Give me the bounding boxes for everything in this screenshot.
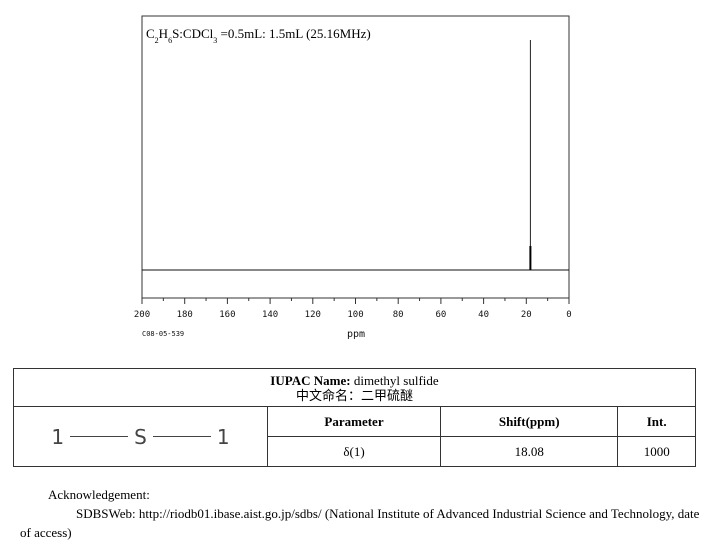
x-tick-label: 200 [134,310,150,320]
compound-info-table: IUPAC Name: dimethyl sulfide 中文命名：二甲硫醚 1… [13,368,696,467]
structure-atom-right: 1 [216,424,230,449]
structure-bond-left [70,436,129,437]
formula-text: H [159,26,168,41]
spectrum-code: C08-05-539 [142,330,184,338]
structure-atom-center: S [134,424,147,449]
formula-subscript: 2 [155,36,159,45]
formula-text: =0.5mL: 1.5mL (25.16MHz) [217,26,370,41]
acknowledgement: Acknowledgement: SDBSWeb: http://riodb01… [20,485,700,542]
iupac-cell: IUPAC Name: dimethyl sulfide 中文命名：二甲硫醚 [13,368,696,407]
formula-text: S:CDCl [172,26,214,41]
iupac-row: IUPAC Name: dimethyl sulfide 中文命名：二甲硫醚 [13,368,696,407]
x-tick-label: 80 [393,310,404,320]
x-tick-label: 20 [521,310,532,320]
x-axis-ticks [141,298,570,304]
sample-info-label: C2H6S:CDCl3 =0.5mL: 1.5mL (25.16MHz) [146,26,371,45]
header-intensity: Int. [617,406,696,437]
x-tick-label: 160 [219,310,235,320]
plot-frame [141,15,570,299]
x-tick-label: 120 [305,310,321,320]
cell-intensity: 1000 [617,436,696,467]
header-parameter: Parameter [266,406,442,437]
chinese-name: 中文命名：二甲硫醚 [295,387,413,403]
cell-parameter: δ(1) [266,436,442,467]
structure-cell: 1 S 1 [13,406,268,467]
formula-subscript: 3 [213,36,217,45]
acknowledgement-title: Acknowledgement: [48,487,150,502]
iupac-label: IUPAC Name: [270,372,351,388]
x-tick-label: 140 [262,310,278,320]
x-tick-label: 180 [177,310,193,320]
formula-text: C [146,26,155,41]
nmr-spectrum-chart: 200 180 160 140 120 100 80 60 40 20 0 C2H6S:CDCl3 … [134,15,572,340]
iupac-value: dimethyl sulfide [353,372,439,388]
cell-shift: 18.08 [440,436,619,467]
x-tick-label: 0 [566,310,571,320]
table-row: δ(1) 18.08 1000 [14,436,696,467]
table-header-row: 1 S 1 Parameter Shift(ppm) Int. [13,406,696,467]
x-axis-label: ppm [347,329,365,340]
x-tick-label: 40 [478,310,489,320]
acknowledgement-body: SDBSWeb: http://riodb01.ibase.aist.go.jp… [20,506,700,540]
formula-subscript: 6 [168,36,172,45]
molecule-structure: 1 S 1 [51,425,229,449]
structure-atom-left: 1 [51,424,65,449]
x-axis-tick-labels: 200 180 160 140 120 100 80 60 40 20 0 [134,310,572,320]
x-tick-label: 100 [347,310,363,320]
header-shift: Shift(ppm) [440,406,619,437]
x-tick-label: 60 [435,310,446,320]
structure-bond-right [152,436,211,437]
